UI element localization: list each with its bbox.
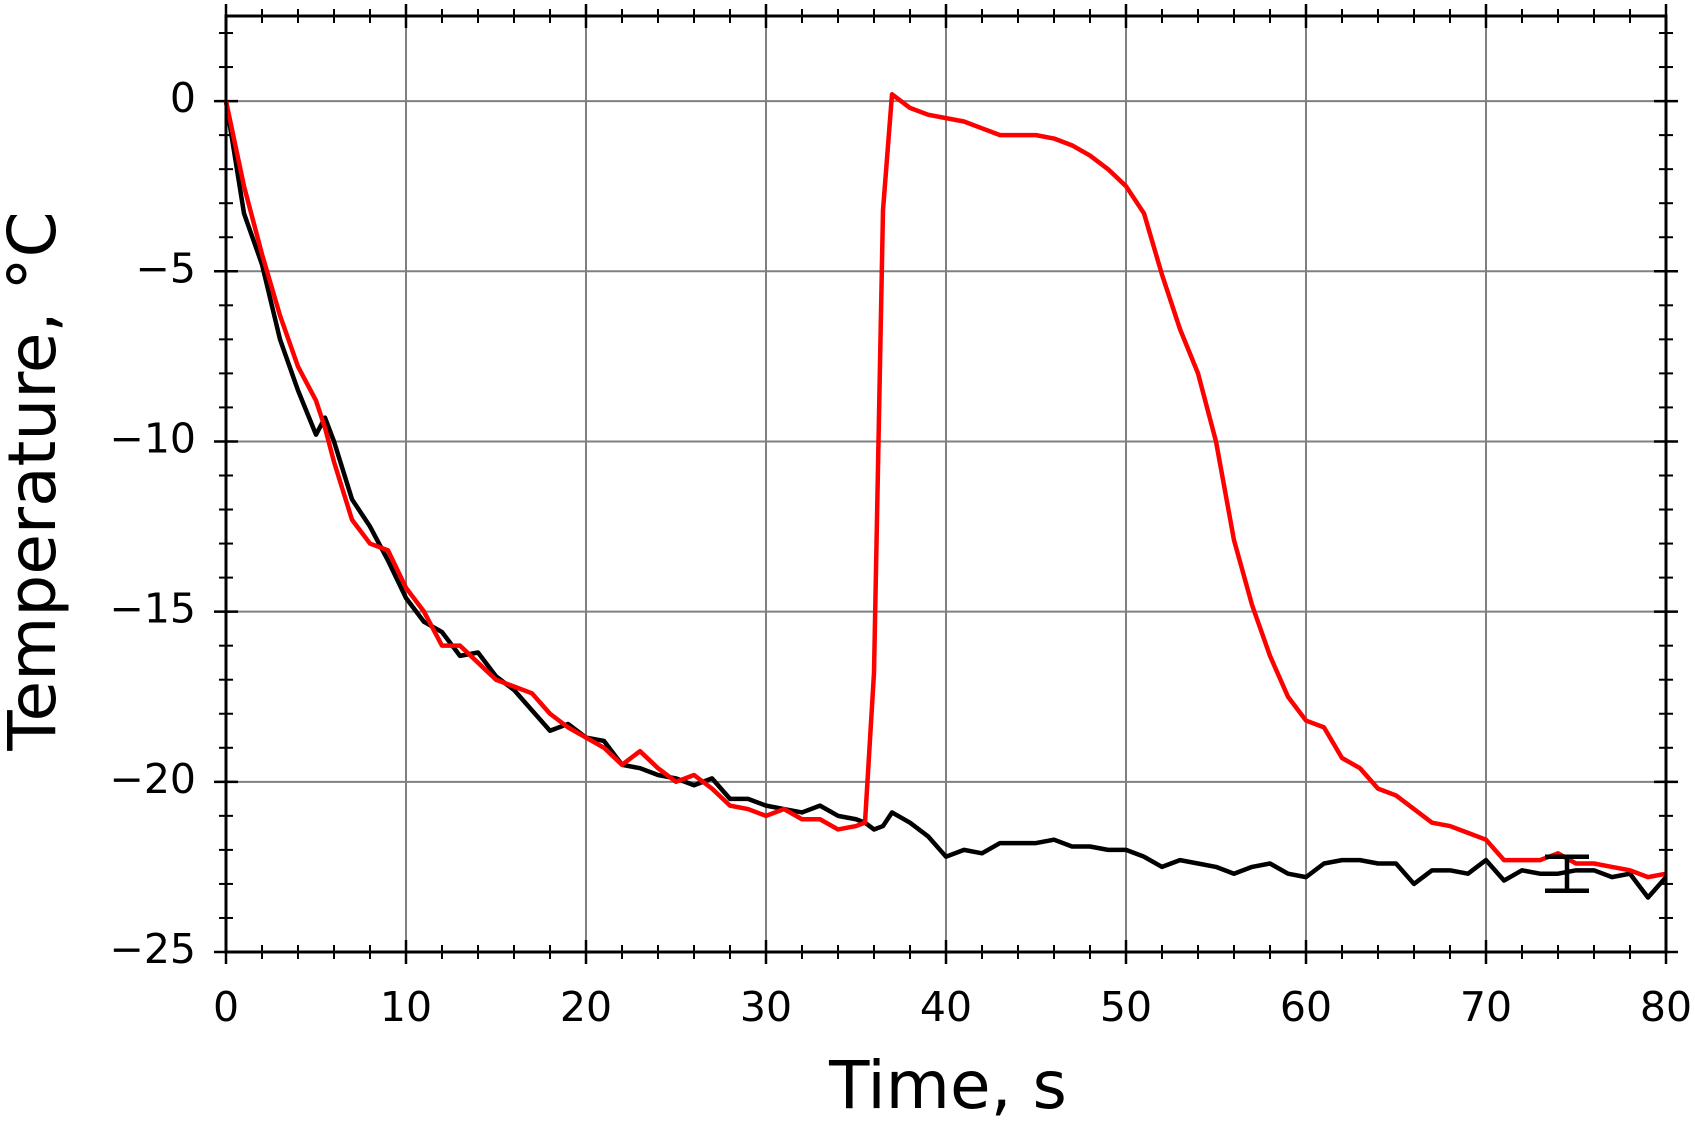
series-line (223, 100, 1668, 900)
y-tick-label: −25 (109, 925, 196, 973)
plot-frame (224, 14, 1668, 954)
series-line (223, 92, 1667, 880)
x-tick-label: 10 (380, 983, 432, 1031)
y-tick-label: −5 (136, 244, 196, 292)
x-tick-label: 30 (740, 983, 792, 1031)
y-tick-label: −20 (109, 755, 196, 803)
x-tick-label: 0 (213, 983, 239, 1031)
x-tick-label: 80 (1640, 983, 1692, 1031)
y-axis-label: Temperature, °C (0, 211, 71, 751)
y-tick-label: −10 (109, 414, 196, 462)
x-tick-label: 50 (1100, 983, 1152, 1031)
x-tick-label: 70 (1460, 983, 1512, 1031)
x-tick-label: 20 (560, 983, 612, 1031)
y-tick-label: −15 (109, 585, 196, 633)
x-axis-label: Time, s (828, 1047, 1067, 1121)
y-tick-label: 0 (170, 74, 196, 122)
x-tick-label: 60 (1280, 983, 1332, 1031)
x-tick-label: 40 (920, 983, 972, 1031)
error-bar (1545, 854, 1589, 893)
